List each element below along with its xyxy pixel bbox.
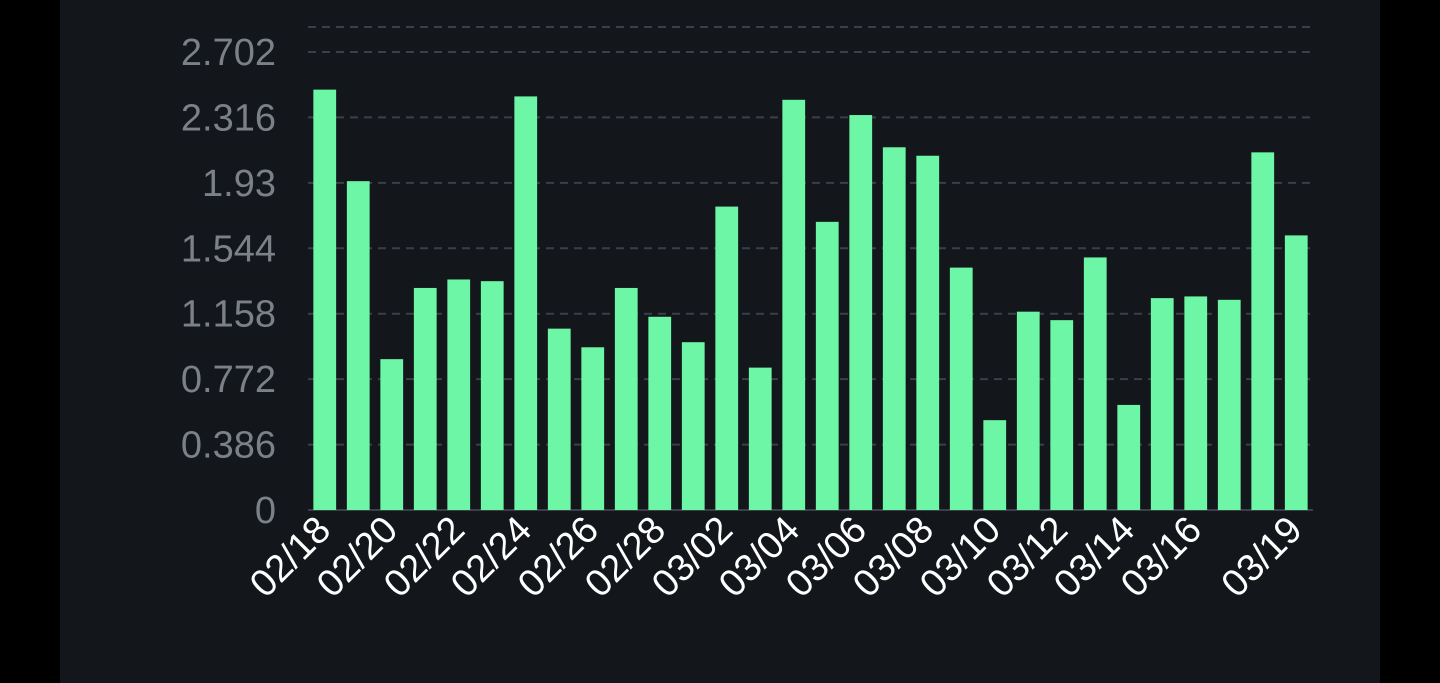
bar <box>983 420 1007 510</box>
y-tick-label: 2.702 <box>181 32 276 74</box>
bar <box>581 347 605 510</box>
bar <box>413 287 437 510</box>
y-tick-label: 2.316 <box>181 97 276 139</box>
x-tick-label: 03/19 <box>1214 509 1311 606</box>
bar <box>1251 152 1275 510</box>
y-axis: 0 0.386 0.772 1.158 1.544 1.93 2.316 2.702 <box>181 32 276 532</box>
grid-lines <box>308 26 1313 511</box>
bar <box>480 281 504 510</box>
bar <box>1117 404 1141 510</box>
bars <box>313 89 1308 511</box>
bar <box>547 328 571 510</box>
bar <box>1016 311 1040 510</box>
bar <box>1284 235 1308 510</box>
bar <box>748 367 772 510</box>
bar <box>1150 298 1174 510</box>
bar <box>648 316 672 510</box>
bar <box>1050 320 1074 510</box>
bar <box>782 99 806 511</box>
bar <box>849 115 873 510</box>
bar <box>681 342 705 510</box>
y-tick-label: 1.544 <box>181 228 276 270</box>
bar <box>1083 257 1107 510</box>
bar <box>916 155 940 510</box>
bar <box>1217 299 1241 510</box>
y-tick-label: 1.93 <box>202 163 276 205</box>
bar <box>514 96 538 510</box>
bar <box>815 221 839 510</box>
bar <box>614 287 638 510</box>
bar <box>1184 296 1208 510</box>
bar <box>882 147 906 510</box>
y-tick-label: 0 <box>255 490 276 532</box>
bar <box>949 267 973 510</box>
bar <box>346 181 370 510</box>
x-axis: 02/1802/2002/2202/2402/2602/2803/0203/04… <box>242 509 1310 606</box>
bar <box>313 89 337 510</box>
y-tick-label: 1.158 <box>181 294 276 336</box>
y-tick-label: 0.386 <box>181 425 276 467</box>
bar <box>447 279 471 510</box>
bar <box>380 359 404 510</box>
y-tick-label: 0.772 <box>181 359 276 401</box>
bar <box>715 206 739 510</box>
